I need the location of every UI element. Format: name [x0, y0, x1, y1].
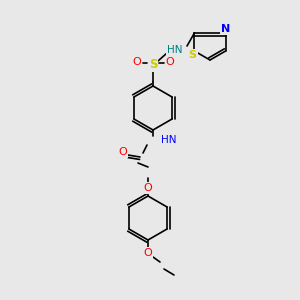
Text: O: O	[144, 248, 152, 258]
Text: HN: HN	[161, 135, 176, 145]
Text: S: S	[149, 58, 157, 70]
Text: O: O	[118, 147, 127, 157]
Text: S: S	[188, 50, 196, 60]
Text: N: N	[221, 24, 230, 34]
Text: O: O	[166, 57, 174, 67]
Text: HN: HN	[167, 45, 183, 55]
Text: O: O	[133, 57, 141, 67]
Text: O: O	[144, 183, 152, 193]
